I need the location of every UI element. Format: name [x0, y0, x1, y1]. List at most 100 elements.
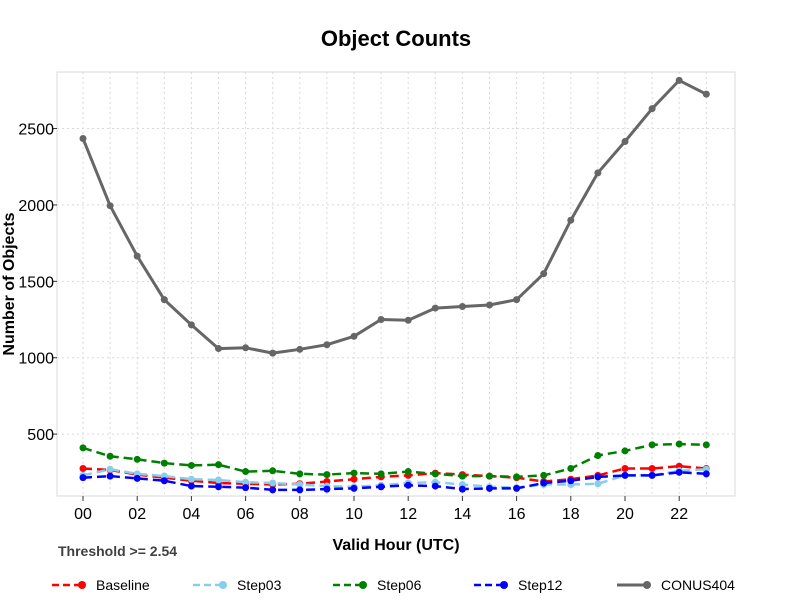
data-point	[540, 479, 548, 487]
data-point	[350, 475, 358, 483]
data-point	[133, 474, 141, 482]
data-point	[160, 477, 168, 485]
data-point	[567, 477, 575, 485]
data-point	[296, 481, 304, 489]
data-point	[486, 301, 493, 309]
data-point	[350, 332, 358, 340]
data-point	[648, 471, 656, 479]
x-tick-label: 06	[237, 506, 255, 523]
data-point	[458, 303, 466, 311]
data-point	[486, 484, 493, 492]
series-layer	[79, 76, 710, 494]
data-point	[377, 470, 385, 478]
data-point	[594, 452, 602, 460]
data-point	[567, 216, 575, 224]
data-point	[458, 485, 466, 493]
data-point	[540, 270, 548, 278]
data-point	[702, 441, 710, 449]
x-tick-label: 10	[345, 506, 363, 523]
legend-item-conus404: CONUS404	[617, 577, 735, 593]
data-point	[513, 473, 521, 481]
data-point	[648, 441, 656, 449]
y-axis-ticks: 500 1000 1500 2000 2500	[18, 122, 57, 444]
data-point	[187, 482, 195, 490]
series-line-step03	[82, 468, 707, 489]
data-point	[106, 202, 114, 210]
data-point	[621, 447, 629, 455]
data-point	[296, 470, 304, 478]
data-point	[404, 316, 412, 324]
x-tick-label: 22	[670, 506, 688, 523]
data-point	[431, 470, 439, 478]
y-tick-label: 1000	[18, 351, 54, 368]
legend-label: Step03	[237, 577, 282, 593]
data-point	[540, 471, 548, 479]
data-point	[594, 169, 602, 177]
y-axis-title: Number of Objects	[1, 212, 18, 355]
legend-item-step03: Step03	[193, 577, 282, 593]
data-point	[350, 484, 358, 492]
x-axis-title: Valid Hour (UTC)	[332, 537, 459, 554]
data-point	[594, 480, 602, 488]
legend-item-step12: Step12	[474, 577, 563, 593]
data-point	[323, 471, 331, 479]
data-point	[187, 475, 195, 483]
data-point	[79, 444, 87, 452]
data-point	[702, 90, 710, 98]
data-point	[242, 484, 250, 492]
data-point	[269, 349, 277, 357]
data-point	[296, 486, 304, 494]
data-point	[648, 464, 656, 472]
legend-marker	[500, 581, 508, 589]
data-point	[79, 474, 87, 482]
data-point	[675, 76, 683, 84]
y-tick-label: 500	[27, 427, 54, 444]
series-conus404	[79, 76, 710, 357]
chart-title: Object Counts	[321, 26, 471, 51]
x-tick-label: 00	[74, 506, 92, 523]
data-point	[648, 105, 656, 113]
data-point	[133, 252, 141, 260]
data-point	[377, 483, 385, 491]
legend-label: Baseline	[96, 577, 150, 593]
legend-label: Step06	[377, 577, 422, 593]
data-point	[242, 468, 250, 476]
legend-item-baseline: Baseline	[52, 577, 150, 593]
x-tick-label: 02	[128, 506, 146, 523]
x-tick-label: 08	[291, 506, 309, 523]
y-tick-label: 2500	[18, 122, 54, 139]
data-point	[404, 481, 412, 489]
data-point	[675, 468, 683, 476]
data-point	[513, 296, 521, 304]
data-point	[296, 345, 304, 353]
x-tick-label: 20	[616, 506, 634, 523]
data-point	[594, 473, 602, 481]
data-point	[160, 296, 168, 304]
legend: Baseline Step03 Step06 Step12 CONUS404	[52, 577, 735, 593]
data-point	[215, 476, 222, 484]
x-tick-label: 16	[508, 506, 526, 523]
data-point	[215, 483, 222, 491]
data-point	[377, 316, 385, 324]
data-point	[242, 478, 250, 486]
data-point	[323, 341, 331, 349]
legend-marker	[78, 581, 86, 589]
plot-area	[56, 71, 736, 497]
series-step12	[79, 468, 710, 494]
data-point	[323, 485, 331, 493]
x-tick-label: 14	[454, 506, 472, 523]
data-point	[187, 321, 195, 329]
legend-label: Step12	[518, 577, 563, 593]
data-point	[350, 469, 358, 477]
data-point	[79, 134, 87, 142]
series-step06	[79, 440, 710, 481]
legend-marker	[219, 581, 227, 589]
threshold-annotation: Threshold >= 2.54	[58, 543, 177, 559]
data-point	[160, 459, 168, 467]
data-point	[106, 465, 114, 473]
data-point	[215, 461, 222, 469]
data-point	[431, 304, 439, 312]
data-point	[567, 464, 575, 472]
data-point	[621, 464, 629, 472]
